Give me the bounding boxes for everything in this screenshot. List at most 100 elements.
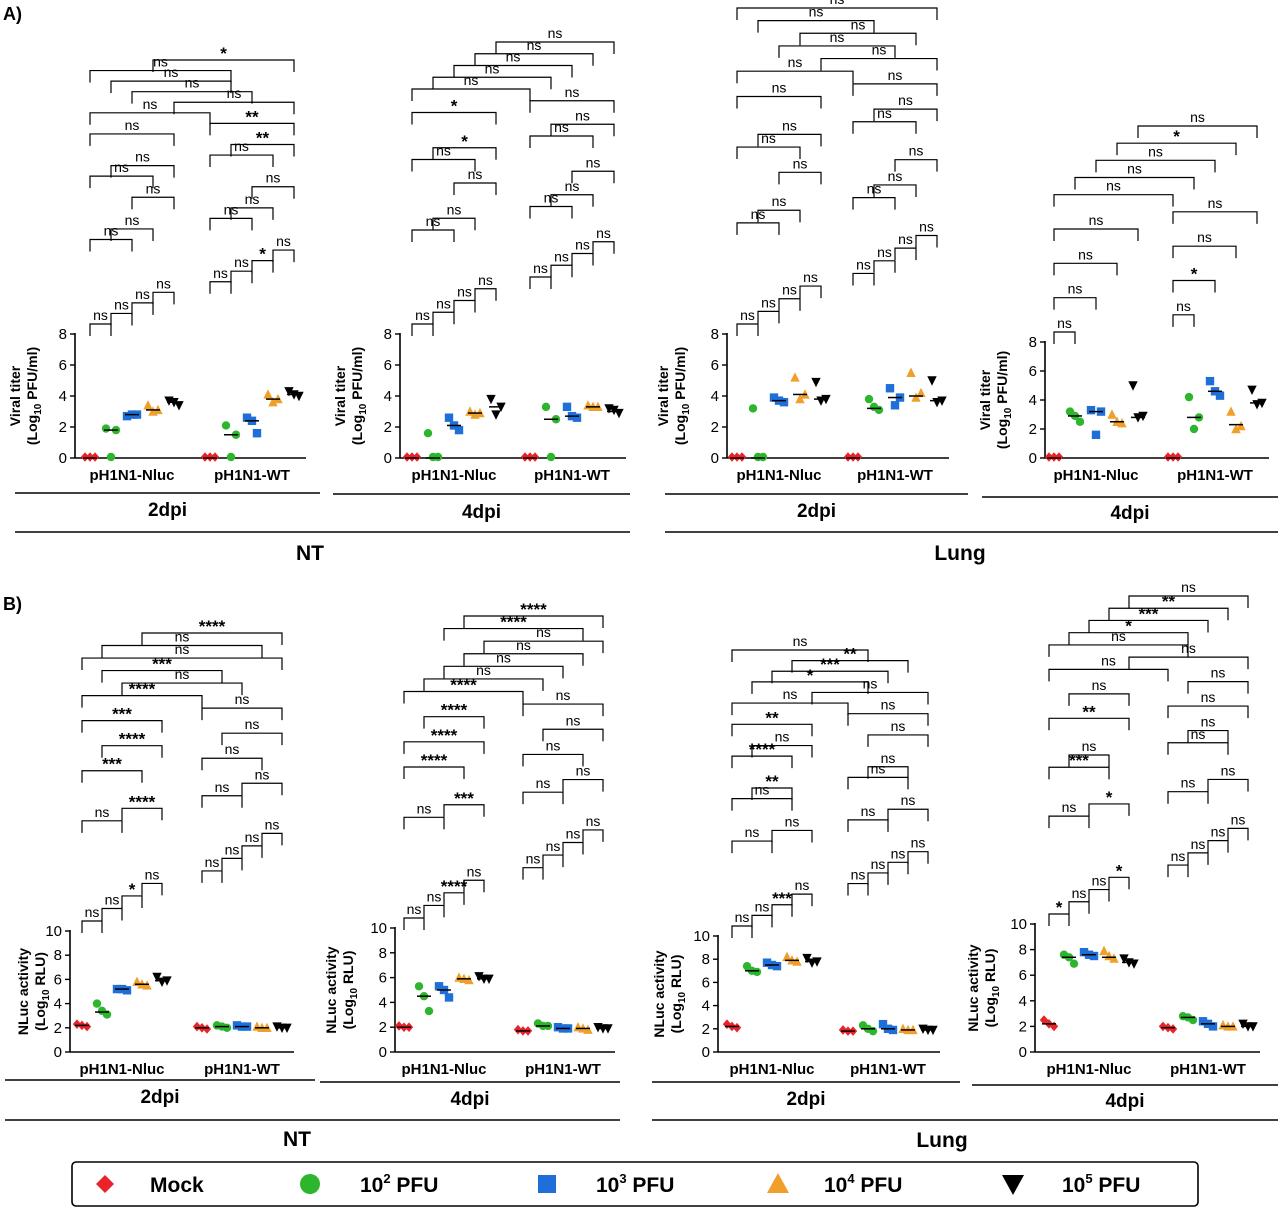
significance-bracket: ns [529,84,615,113]
bracket-label: *** [772,889,792,908]
bracket-label: ns [881,750,896,766]
y-axis-label: Viral titer(Log10 PFU/ml) [977,351,1014,449]
bracket-label: ns [803,269,818,285]
bracket-line [403,741,485,754]
significance-bracket: ns [1053,178,1174,207]
bracket-line [463,615,604,628]
significance-bracket: ns [152,275,175,305]
significance-bracket: ** [791,645,909,673]
bracket-line [432,311,455,325]
day-label: 2dpi [786,1089,825,1110]
significance-bracket: * [152,44,295,72]
significance-bracket: ns [751,898,773,928]
bracket-line [221,857,243,871]
bracket-label: ns [596,225,611,241]
bracket-line [443,892,465,905]
bracket-line [1048,766,1110,780]
bracket-label: ns [1057,315,1072,331]
bracket-label: ns [146,180,161,196]
significance-bracket: ns [201,741,263,771]
significance-bracket: ns [201,691,283,721]
bracket-label: ns [556,687,571,703]
chart-b2: 0 2 4 6 8 10 NLuc activity(Log10 RLU) pH1N1-Nlu… [320,600,620,1110]
bracket-label: *** [454,789,474,808]
bracket-label: ns [1208,195,1223,211]
bracket-line [121,895,143,908]
bracket-label: ns [266,170,281,186]
data-point [97,1006,107,1016]
bracket-line [1088,888,1110,902]
y-tick-label: 2 [702,1021,710,1038]
bracket-line [1187,681,1249,694]
bracket-line [201,707,283,721]
legend-label: 102 PFU [360,1171,438,1197]
significance-bracket: ns [852,256,875,286]
bracket-label: ns [1231,811,1246,827]
bracket-label: * [1056,898,1063,917]
bracket-label: ns [1181,775,1196,791]
bracket-label: ns [205,854,220,870]
data-point [1089,951,1099,961]
significance-bracket: ns [131,75,253,104]
data-point [864,394,874,404]
significance-bracket: * [1068,617,1189,645]
legend-label: 105 PFU [1062,1171,1140,1197]
bracket-label: * [1173,127,1180,146]
organ-label-a-lung: Lung [934,542,985,565]
significance-bracket: ns [894,143,938,172]
y-tick-label: 0 [379,1044,387,1061]
significance-bracket: ns [463,863,485,893]
bracket-label: ns [476,662,491,678]
bracket-label: ns [1201,714,1216,730]
bracket-line [757,20,875,33]
legend-box [71,1161,1199,1207]
data-point [101,424,111,433]
significance-bracket: ns [867,856,889,885]
data-point [1086,405,1096,415]
significance-bracket: ns [1187,665,1249,694]
significance-bracket: ns [110,149,175,178]
significance-bracket: **** [403,676,524,704]
data-point [412,452,422,462]
significance-bracket: *** [771,655,889,684]
bracket-label: ns [788,54,803,70]
bracket-line [423,904,445,918]
bracket-line [550,264,573,278]
bracket-line [529,135,594,148]
data-point [226,452,236,462]
bracket-label: ns [235,691,250,707]
y-tick-label: 0 [384,450,392,467]
bracket-line [411,229,455,242]
bracket-label: ns [1062,799,1077,815]
legend-label: Mock [150,1174,204,1197]
bracket-label: ns [457,284,472,300]
data-point [732,452,742,462]
bracket-line [101,907,123,921]
significance-bracket: ns [522,851,544,880]
bracket-label: ns [156,275,171,291]
bracket-label: **** [129,792,156,811]
bracket-line [230,207,274,220]
data-point [434,982,444,991]
bracket-line [201,757,263,771]
data-point [737,452,747,462]
bracket-line [474,288,497,301]
legend-marker-inverted-triangle [1002,1175,1024,1195]
data-point [85,452,95,462]
bracket-line [771,670,889,684]
significance-bracket: ns [731,824,773,854]
legend-items: Mock 102 PFU 103 PFU 104 PFU 105 PFU [96,1171,1140,1197]
bracket-label: ns [1101,652,1116,668]
data-point [122,986,132,995]
bracket-line [529,276,552,289]
data-point [414,982,424,991]
significance-bracket: ns [1053,246,1118,276]
significance-bracket: ns [873,168,917,197]
bracket-line [562,778,604,792]
bracket-label: ns [809,4,824,20]
data-point [546,452,556,462]
y-tick-label: 6 [59,357,67,374]
data-point [1128,381,1138,391]
significance-bracket: ns [110,296,133,326]
y-axis-label: NLuc activity(Log10 RLU) [651,950,688,1037]
